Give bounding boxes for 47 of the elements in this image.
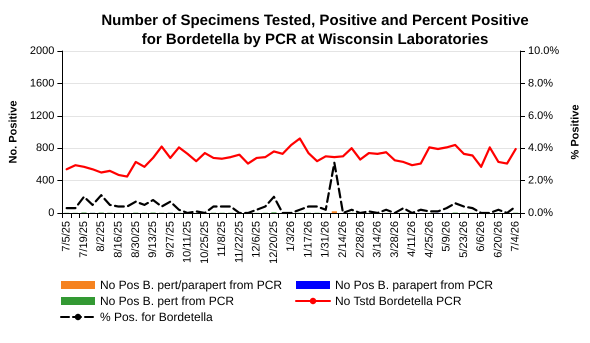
y-tick-label: 400 [36,174,54,187]
x-tick-label: 5/9/26 [440,221,453,252]
x-tick-label: 1/17/26 [302,221,314,258]
x-tick-label: 2/28/26 [354,221,366,258]
y-axis-title: No. Positive [8,100,20,164]
x-tick-label: 7/4/26 [510,221,522,252]
legend-label: No Tstd Bordetella PCR [335,294,462,308]
y2-tick-label: 10.0% [528,45,560,57]
x-tick-label: 8/30/25 [130,221,142,258]
x-tick-label: 1/31/26 [320,221,332,258]
y-tick-label: 800 [36,142,54,154]
x-tick-label: 7/5/25 [60,221,73,252]
y2-axis-title: % Positive [570,104,582,160]
x-tick-label: 3/28/26 [388,221,401,258]
y2-tick-label: 6.0% [528,110,554,122]
y2-tick-label: 4.0% [528,142,554,154]
x-tick-label: 12/20/25 [268,221,280,264]
x-tick-label: 5/23/26 [458,221,470,258]
x-tick-label: 10/11/25 [182,221,194,264]
y-tick-label: 2000 [30,45,54,57]
x-tick-label: 4/11/26 [406,221,418,257]
x-tick-label: 11/8/25 [216,221,228,257]
x-tick-label: 6/20/26 [492,221,504,258]
x-tick-label: 1/3/26 [285,221,298,252]
x-tick-label: 8/2/25 [95,221,108,252]
x-tick-label: 9/13/25 [147,221,160,258]
y2-tick-label: 2.0% [528,174,554,187]
x-tick-label: 8/16/25 [112,221,124,258]
x-tick-label: 10/25/25 [198,221,211,264]
x-tick-label: 6/6/26 [475,221,488,252]
legend-label: No Pos B. parapert from PCR [335,278,494,292]
x-tick-label: 7/19/25 [78,221,90,258]
x-tick-label: 11/22/25 [233,221,246,264]
x-tick-label: 9/27/25 [164,221,176,258]
y2-tick-label: 8.0% [528,77,554,90]
x-tick-label: 3/14/26 [372,221,384,258]
legend-label: No Pos B. pert from PCR [100,294,234,308]
legend-label: No Pos B. pert/parapert from PCR [100,278,282,292]
x-tick-label: 12/6/25 [250,221,263,258]
legend-label: % Pos. for Bordetella [100,310,214,324]
x-tick-label: 2/14/26 [336,221,349,258]
y-tick-label: 1600 [30,77,54,90]
chart-title: Number of Specimens Tested, Positive and Percent Positive for Bordetella by PCR at Wisconsin Laboratories [101,12,529,48]
x-tick-label: 4/25/26 [423,221,436,258]
y2-tick-label: 0.0% [528,207,554,219]
y-tick-label: 0 [48,207,54,219]
y-tick-label: 1200 [30,110,54,122]
